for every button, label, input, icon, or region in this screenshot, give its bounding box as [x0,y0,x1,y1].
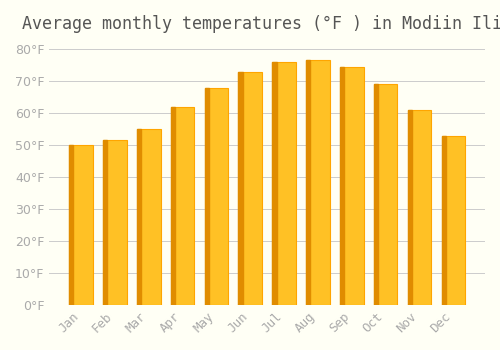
Bar [170,107,194,305]
Bar [374,84,398,305]
Bar [272,62,276,305]
Bar [69,145,73,305]
Bar [340,67,344,305]
Bar [204,88,229,305]
Bar [137,129,141,305]
Bar [170,107,175,305]
Bar [137,129,160,305]
Bar [408,110,432,305]
Bar [306,61,330,305]
Bar [103,140,108,305]
Bar [272,62,296,305]
Bar [442,135,446,305]
Bar [306,61,310,305]
Bar [238,72,242,305]
Title: Average monthly temperatures (°F ) in Modiin Ilit: Average monthly temperatures (°F ) in Mo… [22,15,500,33]
Bar [408,110,412,305]
Bar [238,72,262,305]
Bar [340,67,363,305]
Bar [103,140,126,305]
Bar [204,88,209,305]
Bar [374,84,378,305]
Bar [69,145,93,305]
Bar [442,135,465,305]
